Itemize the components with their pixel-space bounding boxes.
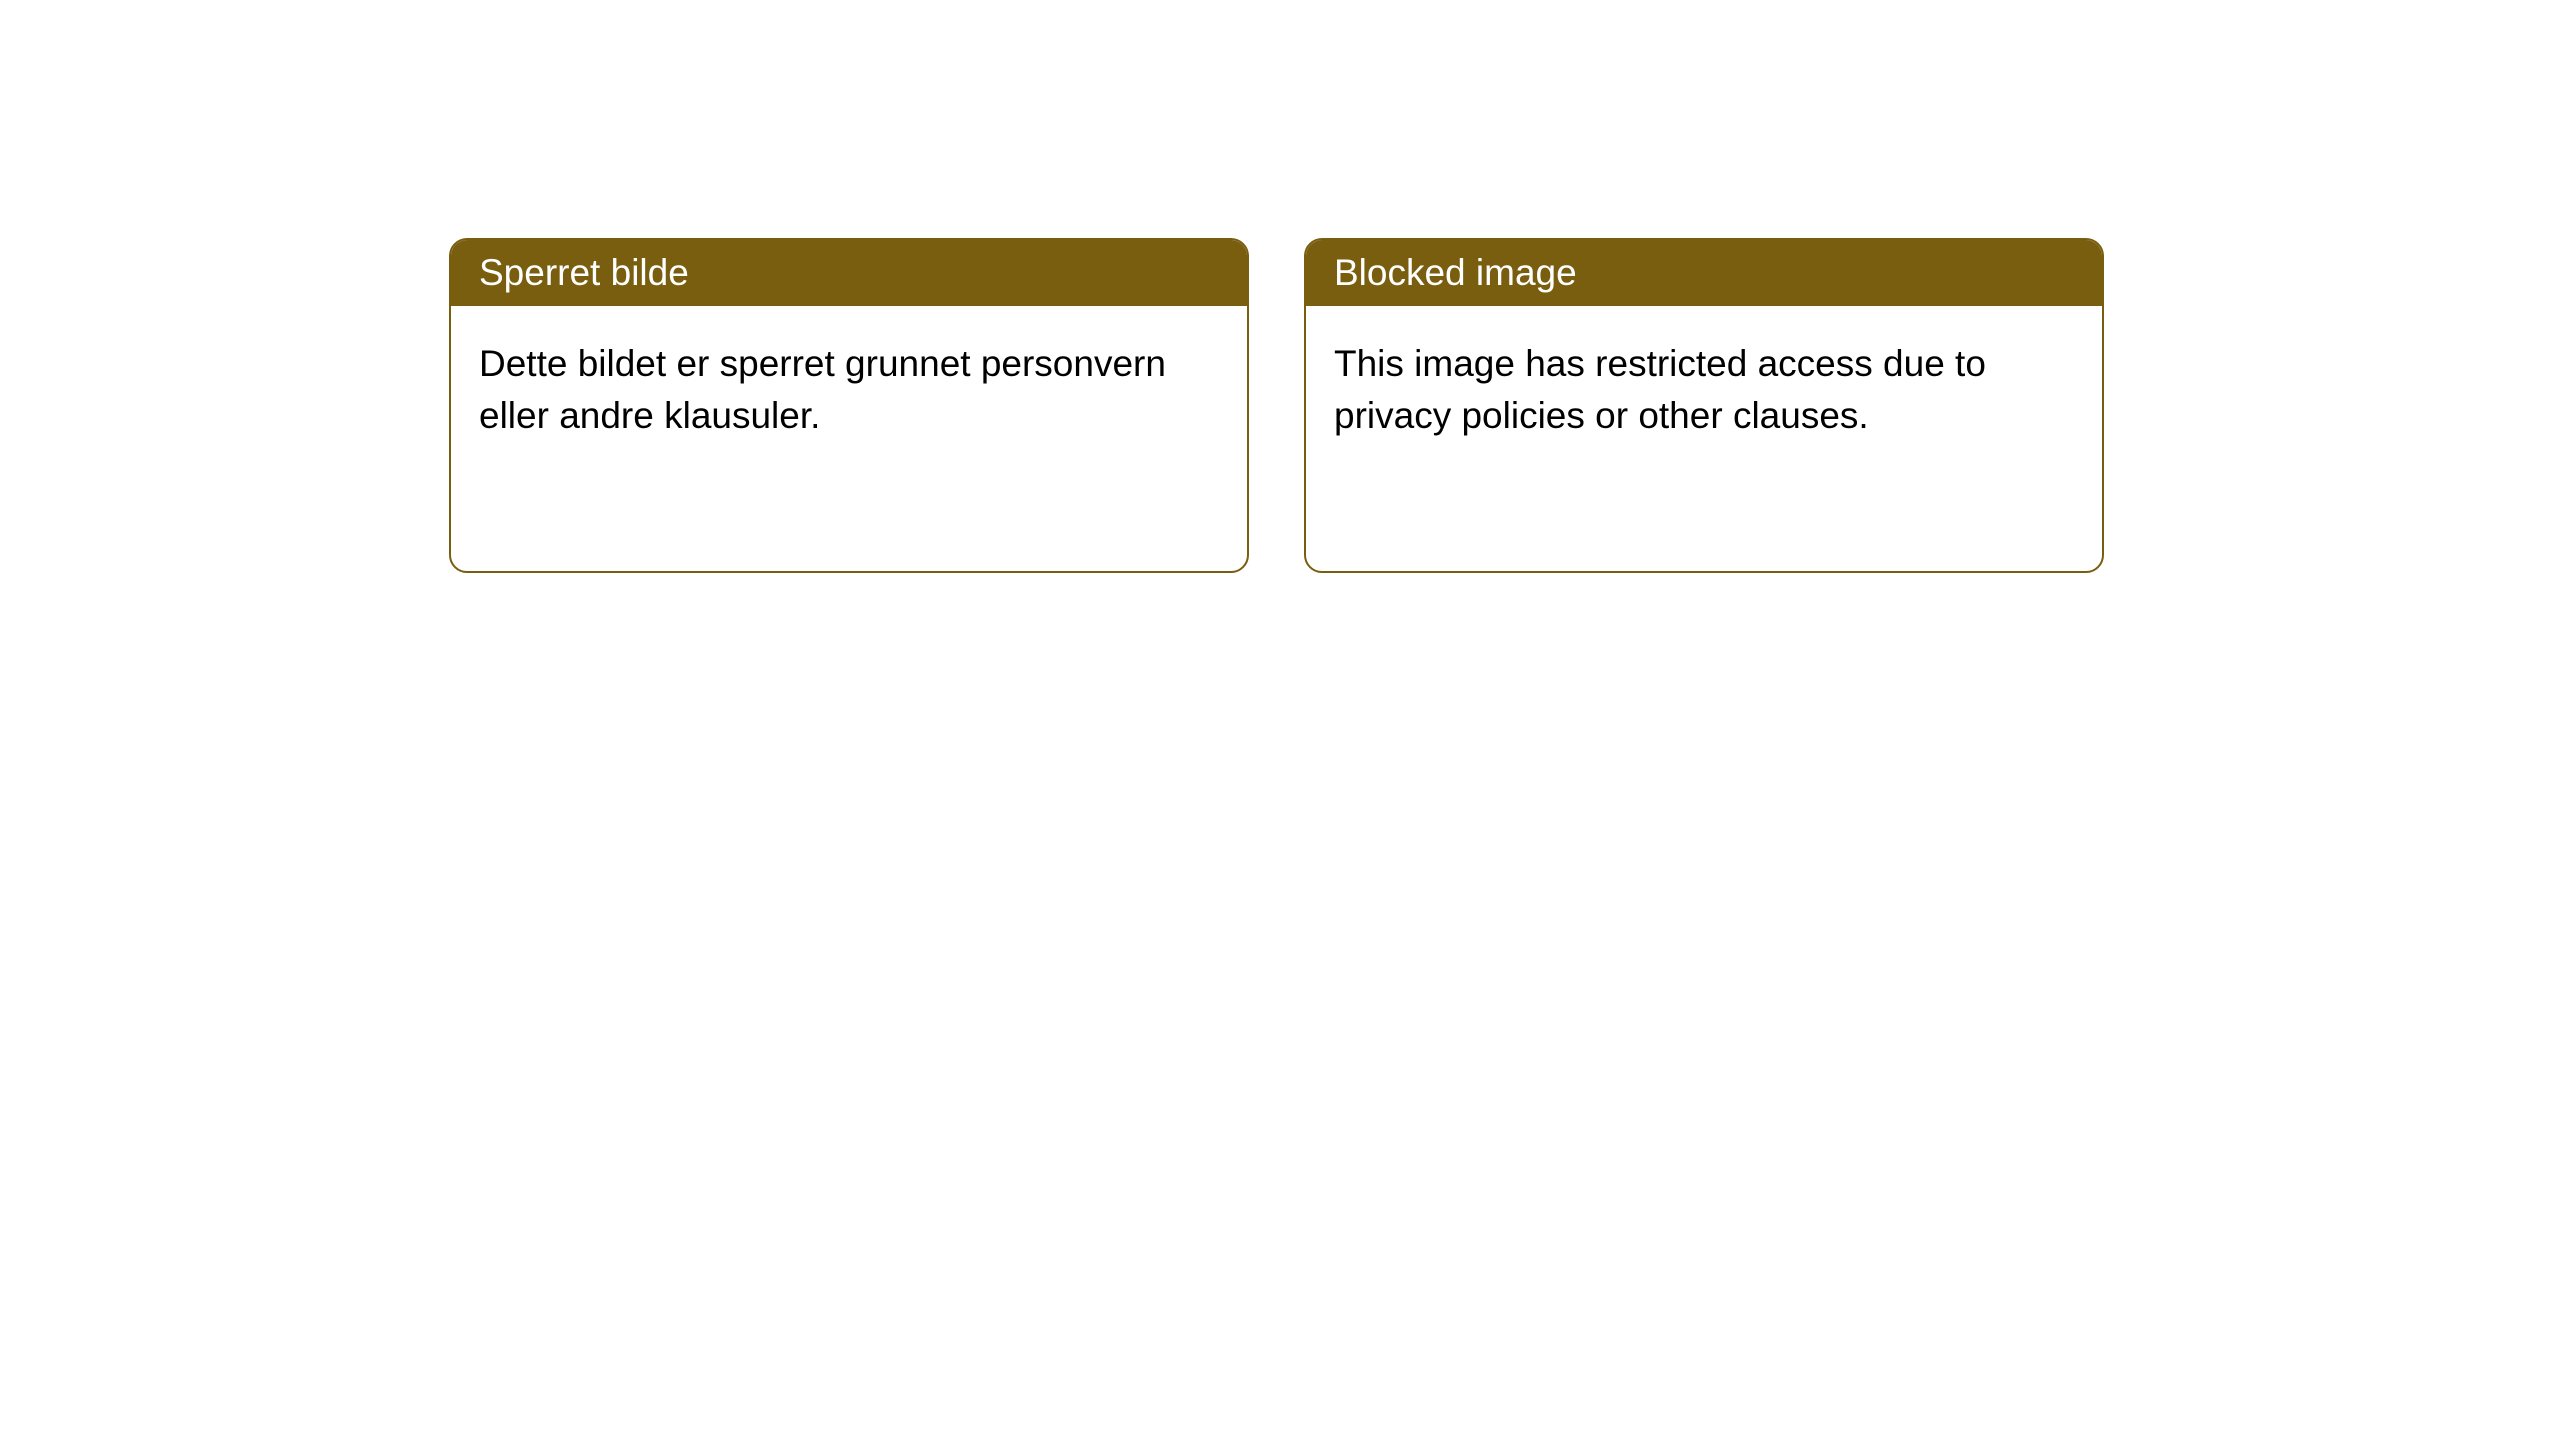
card-header: Sperret bilde [451,240,1247,306]
notice-card-norwegian: Sperret bilde Dette bildet er sperret gr… [449,238,1249,573]
card-header: Blocked image [1306,240,2102,306]
notice-container: Sperret bilde Dette bildet er sperret gr… [449,238,2104,573]
card-body: Dette bildet er sperret grunnet personve… [451,306,1247,474]
card-title: Sperret bilde [479,252,689,293]
card-title: Blocked image [1334,252,1577,293]
card-body-text: Dette bildet er sperret grunnet personve… [479,343,1166,436]
card-body-text: This image has restricted access due to … [1334,343,1986,436]
card-body: This image has restricted access due to … [1306,306,2102,474]
notice-card-english: Blocked image This image has restricted … [1304,238,2104,573]
